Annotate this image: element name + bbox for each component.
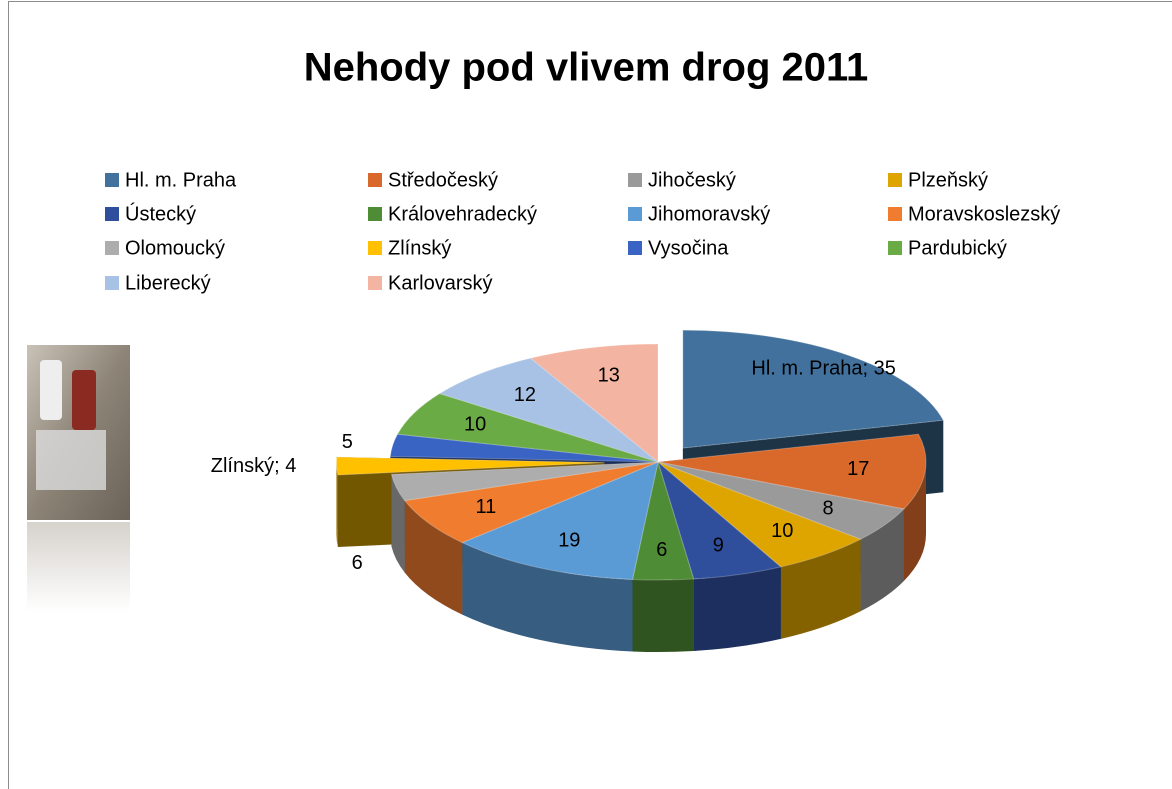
legend-swatch <box>628 207 642 221</box>
slice <box>335 456 605 476</box>
legend-swatch <box>368 207 382 221</box>
legend-swatch <box>628 173 642 187</box>
slice-side <box>462 542 633 652</box>
legend-label: Olomoucký <box>125 237 225 259</box>
data-label: 6 <box>352 552 363 574</box>
data-label: Zlínský; 4 <box>211 455 297 477</box>
data-label: 5 <box>342 431 353 453</box>
legend-label: Plzeňský <box>908 169 988 191</box>
data-label: 11 <box>475 496 496 518</box>
photo-pills <box>36 430 106 490</box>
slice-side <box>391 474 405 573</box>
slice-side <box>903 462 926 581</box>
slice <box>403 461 659 544</box>
legend-swatch <box>105 207 119 221</box>
legend-label: Královehradecký <box>388 203 537 225</box>
legend-swatch <box>888 207 902 221</box>
legend-label: Liberecký <box>125 272 211 294</box>
legend-label: Jihomoravský <box>648 203 770 225</box>
data-label: 12 <box>514 384 536 406</box>
photo-bottle <box>72 370 96 430</box>
photo-bottle <box>40 360 62 420</box>
data-label: 13 <box>598 364 620 386</box>
data-label: 17 <box>847 458 869 480</box>
legend-label: Karlovarský <box>388 272 492 294</box>
slice <box>657 461 862 568</box>
data-label: 10 <box>464 414 486 436</box>
slice <box>396 393 659 463</box>
data-label: 10 <box>771 520 793 542</box>
slice-side <box>632 578 694 652</box>
slice <box>657 461 905 540</box>
slice-side <box>336 462 338 548</box>
slice <box>389 433 659 463</box>
data-label: 19 <box>558 530 580 552</box>
legend-label: Hl. m. Praha <box>125 169 237 191</box>
legend-swatch <box>368 241 382 255</box>
legend-label: Zlínský <box>388 237 451 259</box>
legend: Hl. m. Praha Středočeský Jihočeský Plzeňský… <box>105 169 1060 294</box>
legend-swatch <box>105 173 119 187</box>
legend-swatch <box>105 276 119 290</box>
frame <box>8 1 1172 789</box>
legend-swatch <box>368 173 382 187</box>
slice <box>631 460 695 581</box>
chart-title: Nehody pod vlivem drog 2011 <box>304 46 869 90</box>
legend-label: Pardubický <box>908 237 1007 259</box>
photo-reflection <box>27 522 130 612</box>
slice <box>682 329 945 449</box>
pie: Hl. m. Praha; 35 17 8 10 9 6 19 11 6 Zlínský; 4 5 1… <box>211 329 945 652</box>
slice <box>529 343 659 464</box>
slice <box>461 461 659 580</box>
slice <box>390 461 659 502</box>
data-label: 6 <box>656 539 667 561</box>
slice <box>657 460 782 580</box>
data-label: 9 <box>713 535 724 557</box>
legend-label: Jihočeský <box>648 169 736 191</box>
slice-side <box>860 508 904 612</box>
legend-label: Středočeský <box>388 169 498 191</box>
legend-swatch <box>888 241 902 255</box>
data-label: 8 <box>823 497 834 519</box>
legend-swatch <box>368 276 382 290</box>
slice-side <box>693 566 781 651</box>
legend-label: Ústecký <box>125 202 196 225</box>
data-label: Hl. m. Praha; 35 <box>751 358 896 380</box>
legend-swatch <box>888 173 902 187</box>
slice-side <box>404 500 463 615</box>
legend-label: Moravskoslezský <box>908 203 1060 225</box>
legend-swatch <box>628 241 642 255</box>
legend-swatch <box>105 241 119 255</box>
legend-label: Vysočina <box>648 237 729 259</box>
slice-side <box>780 539 861 639</box>
slice <box>438 357 659 463</box>
slice <box>657 433 927 510</box>
